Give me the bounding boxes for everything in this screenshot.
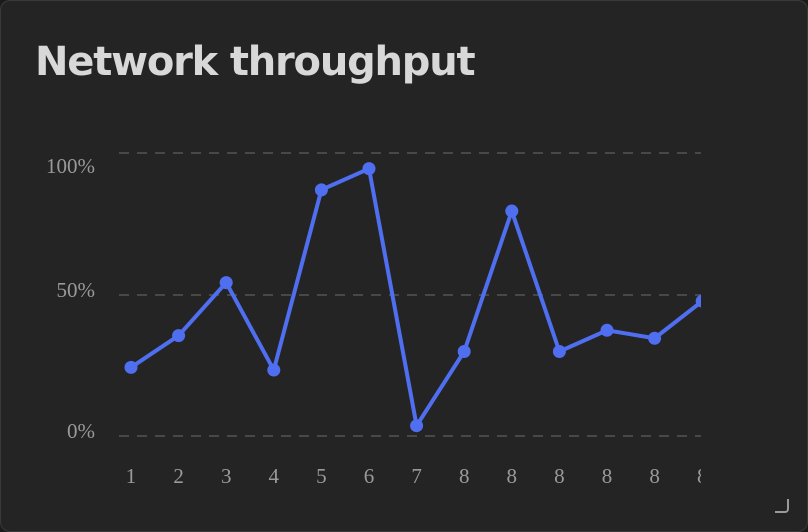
y-tick-label: 100% [46,154,95,178]
data-point[interactable] [267,363,281,377]
x-tick-label: 3 [221,464,232,488]
data-point[interactable] [314,183,328,197]
x-tick-label: 8 [697,464,708,488]
x-tick-label: 8 [649,464,660,488]
data-point[interactable] [648,331,662,345]
x-tick-label: 2 [173,464,184,488]
resize-handle[interactable] [775,499,789,513]
x-tick-label: 6 [364,464,375,488]
data-point[interactable] [172,329,186,343]
x-tick-label: 7 [411,464,422,488]
series-line [129,166,701,428]
chart-title: Network throughput [35,39,476,85]
data-point[interactable] [457,345,471,358]
data-point[interactable] [695,294,709,308]
y-axis-ticks: 0% 50% 100% [46,154,95,443]
x-tick-label: 1 [126,464,137,488]
data-point[interactable] [219,276,233,290]
data-point[interactable] [410,419,424,433]
data-point[interactable] [600,323,614,337]
data-point[interactable] [552,345,566,358]
x-tick-label: 4 [269,464,280,488]
y-tick-label: 50% [57,278,96,302]
data-point[interactable] [124,360,138,374]
x-tick-label: 8 [459,464,470,488]
x-tick-label: 5 [316,464,327,488]
y-tick-label: 0% [67,419,95,443]
series-layer [124,162,709,433]
x-axis-ticks: 1 2 3 4 5 6 7 8 8 8 8 8 8 [126,464,708,488]
x-tick-label: 8 [602,464,613,488]
data-point[interactable] [505,204,519,218]
data-point[interactable] [362,162,376,176]
x-tick-label: 8 [507,464,518,488]
x-tick-label: 8 [554,464,565,488]
